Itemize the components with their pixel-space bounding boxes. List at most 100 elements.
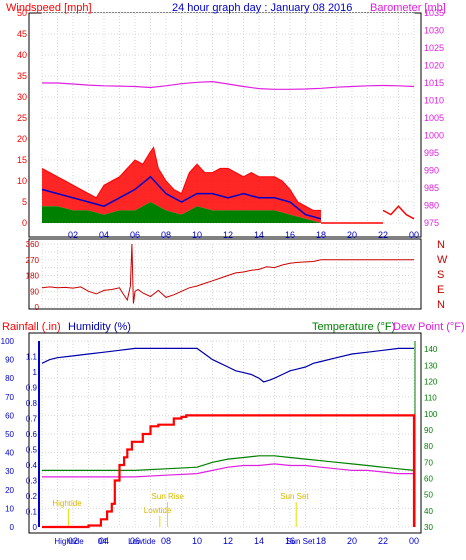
wind-x-tick-label: 06 <box>130 230 140 240</box>
direction-y-tick-label: 90 <box>30 287 39 296</box>
thr-x-tick-label: 04 <box>99 536 109 546</box>
thr-x-tick-label: 16 <box>285 536 295 546</box>
wind-x-tick-label: 12 <box>223 230 233 240</box>
compass-label: N <box>437 239 445 251</box>
humidity-y-tick-label: 30 <box>5 467 14 476</box>
temperature-y-tick-label: 40 <box>424 507 433 516</box>
barometer-y-tick-label: 1035 <box>424 8 444 18</box>
humidity-y-tick-label: 50 <box>5 430 14 439</box>
barometer-line <box>42 80 415 90</box>
humidity-axis-label: Humidity (%) <box>68 321 131 333</box>
rainfall-y-tick-label: 1.1 <box>26 353 38 362</box>
barometer-y-ticks: 975 980 985 990 995 1000 1005 1010 1015 1020 1025 1… <box>424 8 444 228</box>
wind-x-tick-label: 16 <box>285 230 295 240</box>
barometer-y-tick-label: 985 <box>424 183 439 193</box>
rainfall-y-ticks: 0 0.1 0.2 0.3 0.4 0.5 0.6 0.7 0.8 0.9 1 1.1 <box>26 353 38 533</box>
wind-y-tick-label: 10 <box>17 176 27 186</box>
chart-title: 24 hour graph day : January 08 2016 <box>172 2 352 14</box>
wind-x-tick-label: 00 <box>409 230 419 240</box>
temperature-line <box>42 455 415 471</box>
humidity-y-ticks: 0 10 20 30 40 50 60 70 80 90 100 <box>1 337 15 532</box>
thr-x-tick-label: 08 <box>161 536 171 546</box>
barometer-y-tick-label: 990 <box>424 166 439 176</box>
humidity-y-tick-label: 80 <box>5 374 14 383</box>
barometer-axis-label: Barometer [mb] <box>370 2 446 14</box>
bottom-event-label: Hightide <box>54 537 84 546</box>
dewpoint-axis-label: Dew Point (°F) <box>393 321 465 333</box>
wind-y-ticks: 0 5 10 15 20 25 30 35 40 45 50 <box>17 8 27 228</box>
direction-series <box>41 243 414 304</box>
wind-y-tick-label: 5 <box>22 197 27 207</box>
annotation-label: Hightide <box>52 499 82 508</box>
wind-x-tick-label: 02 <box>68 230 78 240</box>
barometer-y-tick-label: 1030 <box>424 26 444 36</box>
direction-y-tick-label: 180 <box>26 272 40 281</box>
barometer-y-tick-label: 1000 <box>424 131 444 141</box>
rainfall-axis-label: Rainfall (.in) <box>2 321 61 333</box>
direction-y-tick-label: 0 <box>35 303 40 312</box>
wind-x-tick-label: 10 <box>192 230 202 240</box>
wind-x-tick-label: 18 <box>316 230 326 240</box>
temperature-y-tick-label: 50 <box>424 491 433 500</box>
thr-x-tick-label: 02 <box>68 536 78 546</box>
barometer-y-tick-label: 1020 <box>424 61 444 71</box>
temperature-y-tick-label: 120 <box>424 377 438 386</box>
thr-x-tick-label: 00 <box>409 536 419 546</box>
compass-label: E <box>437 284 444 296</box>
wind-x-tick-label: 14 <box>254 230 264 240</box>
wind-x-tick-label: 04 <box>99 230 109 240</box>
windspeed-line <box>41 146 321 211</box>
thr-x-tick-label: 14 <box>254 536 264 546</box>
wind-direction-line <box>41 243 414 304</box>
temperature-y-tick-label: 100 <box>424 410 438 419</box>
thr-series <box>41 347 416 529</box>
rainfall-y-tick-label: 0.6 <box>26 430 38 439</box>
compass-label: W <box>437 254 448 266</box>
windspeed-area <box>42 147 321 223</box>
barometer-y-tick-label: 975 <box>424 218 439 228</box>
annotation-label: Sun Set <box>280 492 309 501</box>
rainfall-y-tick-label: 0.1 <box>26 508 38 517</box>
direction-y-tick-label: 270 <box>26 256 40 265</box>
wind-x-tick-label: 20 <box>347 230 357 240</box>
barometer-y-tick-label: 1005 <box>424 113 444 123</box>
thr-x-ticks: 02 04 06 08 10 12 14 16 18 20 22 00 <box>68 536 419 546</box>
temperature-y-ticks: 30 40 50 60 70 80 90 100 110 120 130 140 <box>424 345 438 532</box>
thr-x-tick-label: 12 <box>223 536 233 546</box>
wind-y-tick-label: 15 <box>17 155 27 165</box>
barometer-y-tick-label: 1025 <box>424 43 444 53</box>
humidity-y-tick-label: 20 <box>5 486 14 495</box>
tide-sun-annotations: Hightide Lowtide Sun Rise Sun Set Hightide 04… <box>52 492 315 546</box>
temperature-y-tick-label: 80 <box>424 442 433 451</box>
humidity-y-tick-label: 0 <box>10 523 15 532</box>
temperature-axis-label: Temperature (°F) <box>312 321 395 333</box>
barometer-y-tick-label: 995 <box>424 148 439 158</box>
compass-label: N <box>437 299 445 311</box>
wind-low-area <box>42 202 321 223</box>
annotation-label: Lowtide <box>144 506 172 515</box>
wind-x-tick-label: 22 <box>378 230 388 240</box>
wind-series <box>41 80 415 224</box>
humidity-y-tick-label: 100 <box>1 337 15 346</box>
rainfall-y-tick-label: 0.8 <box>26 399 38 408</box>
temperature-y-tick-label: 90 <box>424 426 433 435</box>
direction-panel-frame <box>28 238 422 310</box>
wind-y-tick-label: 50 <box>17 8 27 18</box>
thr-panel-frame <box>28 332 422 534</box>
barometer-y-tick-label: 1015 <box>424 78 444 88</box>
late-wind-line <box>382 205 415 220</box>
bottom-event-label: Sun Set <box>286 537 315 546</box>
barometer-y-tick-label: 980 <box>424 201 439 211</box>
rainfall-line <box>42 414 416 529</box>
rainfall-y-tick-label: 0.7 <box>26 415 38 424</box>
thr-x-tick-label: 10 <box>192 536 202 546</box>
direction-y-tick-label: 360 <box>26 240 40 249</box>
thr-x-tick-label: 22 <box>378 536 388 546</box>
rainfall-y-tick-label: 0.2 <box>26 492 38 501</box>
barometer-y-tick-label: 1010 <box>424 96 444 106</box>
windspeed-axis-label: Windspeed [mph] <box>6 2 92 14</box>
thr-x-tick-label: 20 <box>347 536 357 546</box>
temperature-y-tick-label: 140 <box>424 345 438 354</box>
temperature-y-tick-label: 110 <box>424 394 437 403</box>
